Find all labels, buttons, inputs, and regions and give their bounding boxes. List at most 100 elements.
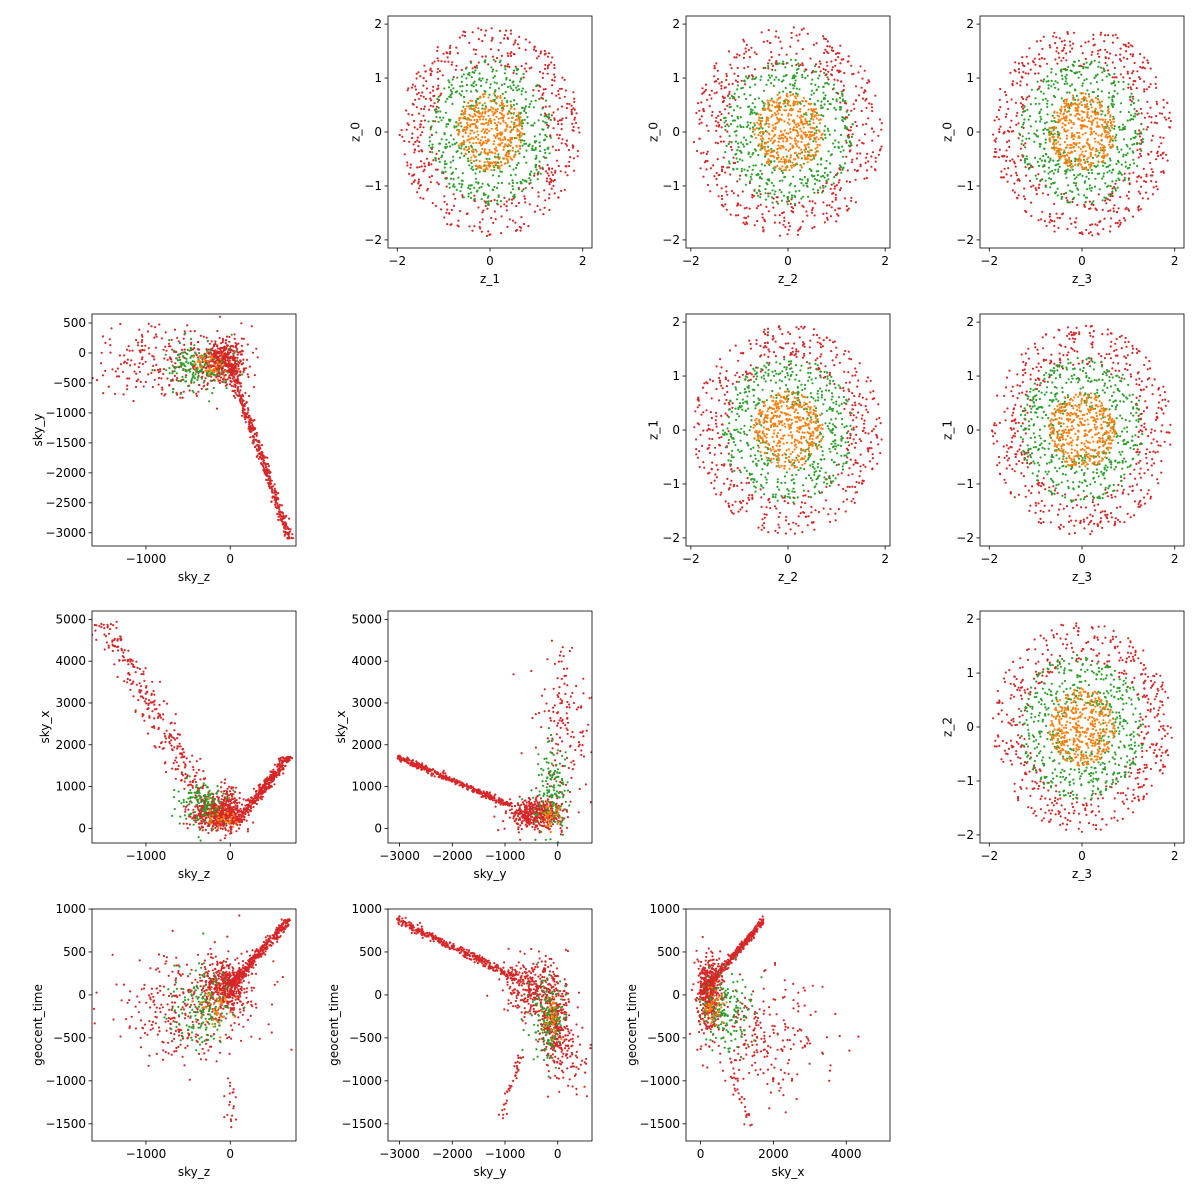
scatter-point [859, 165, 862, 168]
scatter-point [799, 63, 802, 66]
scatter-point [1145, 173, 1148, 176]
scatter-point [753, 77, 756, 80]
scatter-point [755, 53, 758, 56]
scatter-point [1086, 160, 1089, 163]
scatter-point [419, 134, 422, 137]
scatter-point [1117, 207, 1120, 210]
scatter-point [797, 152, 800, 155]
scatter-point [1155, 122, 1158, 125]
scatter-point [777, 156, 780, 159]
scatter-point [486, 207, 489, 210]
scatter-point [441, 74, 444, 77]
scatter-point [486, 160, 489, 163]
scatter-point [430, 125, 433, 128]
scatter-point [745, 482, 748, 485]
scatter-point [549, 134, 552, 137]
scatter-point [1071, 151, 1074, 154]
scatter-point [1094, 96, 1097, 99]
scatter-point [465, 77, 468, 80]
scatter-point [794, 129, 797, 132]
scatter-point [757, 127, 760, 130]
scatter-point [1080, 127, 1083, 130]
scatter-point [807, 151, 810, 154]
scatter-point [700, 121, 703, 124]
scatter-point [839, 101, 842, 104]
scatter-point [784, 109, 788, 112]
scatter-point [1098, 118, 1101, 121]
scatter-point [780, 144, 783, 148]
scatter-point [1089, 103, 1092, 106]
scatter-point [473, 186, 476, 189]
scatter-point [740, 481, 743, 484]
scatter-point [849, 129, 852, 132]
scatter-point [1047, 172, 1050, 175]
scatter-point [1038, 183, 1041, 186]
scatter-point [773, 112, 776, 115]
scatter-point [1111, 187, 1114, 190]
scatter-point [863, 69, 866, 72]
scatter-point [1067, 160, 1070, 163]
scatter-point [773, 139, 777, 142]
scatter-point [1070, 144, 1073, 147]
scatter-point [787, 103, 790, 107]
scatter-point [1024, 209, 1027, 212]
scatter-point [811, 126, 814, 130]
scatter-point [761, 518, 764, 521]
scatter-point [533, 174, 536, 177]
scatter-point [490, 216, 493, 220]
scatter-point [760, 505, 763, 508]
scatter-point [877, 443, 880, 446]
scatter-point [482, 93, 485, 96]
scatter-point [1084, 41, 1087, 44]
scatter-point [1132, 151, 1135, 154]
scatter-point [729, 173, 732, 176]
scatter-point [415, 77, 418, 80]
scatter-point [1101, 125, 1104, 128]
scatter-point [535, 168, 538, 171]
scatter-point [1027, 132, 1030, 135]
scatter-point [803, 325, 806, 328]
scatter-point [487, 96, 490, 99]
scatter-point [1150, 139, 1153, 142]
scatter-point [998, 98, 1001, 101]
scatter-point [715, 387, 718, 391]
scatter-point [842, 58, 845, 61]
scatter-point [484, 111, 487, 114]
scatter-point [723, 86, 726, 89]
scatter-point [867, 432, 870, 435]
scatter-point [817, 114, 820, 117]
scatter-point [498, 137, 501, 140]
scatter-point [1042, 92, 1045, 95]
scatter-point [433, 108, 436, 111]
scatter-point [765, 120, 768, 123]
scatter-point [740, 151, 743, 154]
scatter-point [1079, 124, 1082, 127]
scatter-point [1134, 112, 1137, 115]
scatter-point [749, 127, 752, 130]
scatter-point [1084, 166, 1087, 169]
scatter-point [1162, 170, 1165, 173]
scatter-point [488, 233, 491, 236]
scatter-point [450, 208, 453, 212]
scatter-point [801, 220, 804, 223]
scatter-point [1106, 69, 1109, 72]
scatter-point [1081, 133, 1084, 136]
scatter-point [1048, 134, 1051, 137]
scatter-point [820, 158, 823, 161]
scatter-point [442, 52, 445, 55]
scatter-point [548, 208, 551, 212]
scatter-point [1063, 155, 1066, 158]
scatter-point [777, 120, 780, 123]
scatter-point [850, 442, 853, 445]
scatter-point [1122, 155, 1125, 158]
scatter-point [1061, 196, 1064, 199]
scatter-point [1125, 154, 1128, 157]
scatter-point [448, 81, 451, 84]
scatter-point [823, 51, 826, 55]
scatter-point [469, 187, 472, 191]
scatter-point [789, 128, 792, 131]
scatter-point [1105, 197, 1108, 200]
scatter-point [1052, 35, 1055, 38]
scatter-point [472, 85, 475, 88]
scatter-point [794, 195, 797, 199]
